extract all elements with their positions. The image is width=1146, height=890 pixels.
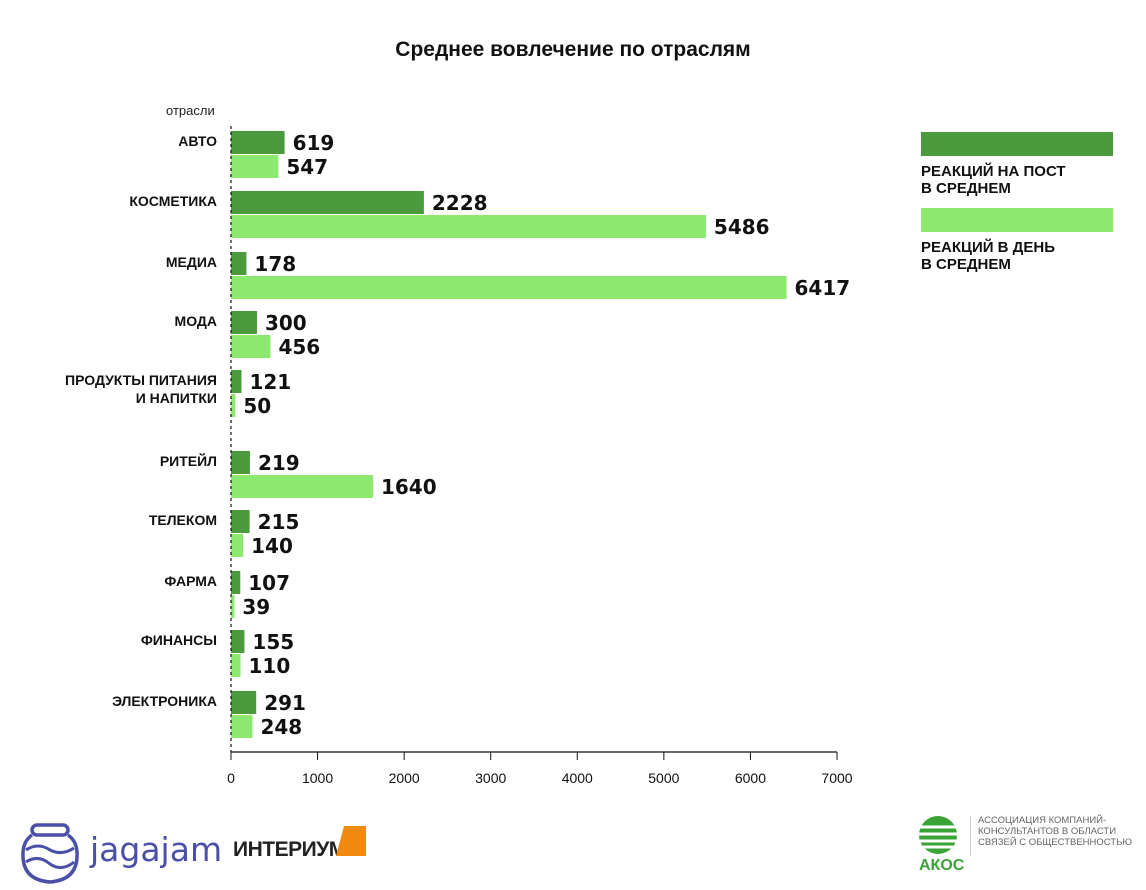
- data-label: 215: [258, 510, 300, 534]
- bar-day: [231, 155, 279, 178]
- data-label: 50: [243, 394, 271, 418]
- bar-day: [231, 276, 787, 299]
- x-tick-label: 1000: [302, 770, 333, 786]
- bar-post: [231, 571, 241, 594]
- data-label: 140: [251, 534, 293, 558]
- legend-label-day: РЕАКЦИЙ В ДЕНЬ В СРЕДНЕМ: [921, 239, 1055, 273]
- x-tick-label: 4000: [562, 770, 593, 786]
- x-tick-label: 3000: [475, 770, 506, 786]
- bar-day: [231, 394, 236, 417]
- category-label: РИТЕЙЛ: [160, 452, 217, 469]
- data-label: 5486: [714, 215, 770, 239]
- legend-swatch-post: [921, 132, 1113, 156]
- category-label: АВТО: [178, 133, 217, 149]
- bar-post: [231, 510, 250, 533]
- data-label: 178: [254, 252, 296, 276]
- data-label: 107: [248, 571, 290, 595]
- bar-day: [231, 715, 253, 738]
- category-label: ФИНАНСЫ: [141, 632, 217, 648]
- bar-day: [231, 595, 235, 618]
- data-label: 248: [260, 715, 302, 739]
- data-label: 291: [264, 691, 306, 715]
- bar-post: [231, 131, 285, 154]
- bar-day: [231, 475, 373, 498]
- bar-post: [231, 691, 257, 714]
- category-label: МОДА: [175, 313, 217, 329]
- x-tick-label: 2000: [389, 770, 420, 786]
- category-label: ТЕЛЕКОМ: [149, 512, 217, 528]
- data-label: 6417: [795, 276, 851, 300]
- akos-description: АССОЦИАЦИЯ КОМПАНИЙ-КОНСУЛЬТАНТОВ В ОБЛА…: [978, 815, 1132, 848]
- data-label: 39: [242, 595, 270, 619]
- data-label: 456: [278, 335, 320, 359]
- data-label: 619: [293, 131, 335, 155]
- legend-label-post: РЕАКЦИЙ НА ПОСТ В СРЕДНЕМ: [921, 163, 1066, 197]
- bar-post: [231, 252, 247, 275]
- data-label: 2228: [432, 191, 488, 215]
- x-tick-label: 7000: [821, 770, 852, 786]
- interium-logo: ИНТЕРИУМ: [233, 838, 346, 861]
- bar-post: [231, 311, 257, 334]
- data-label: 155: [252, 630, 294, 654]
- x-tick-label: 5000: [648, 770, 679, 786]
- bar-day: [231, 215, 706, 238]
- bar-post: [231, 191, 424, 214]
- category-label: И НАПИТКИ: [136, 390, 217, 406]
- bar-day: [231, 654, 241, 677]
- legend-swatch-day: [921, 208, 1113, 232]
- jagajam-jar-icon: [21, 823, 79, 884]
- akos-globe-icon: [919, 816, 957, 854]
- akos-logo: АКОС: [919, 857, 965, 874]
- bar-post: [231, 370, 242, 393]
- category-label: МЕДИА: [166, 254, 217, 270]
- data-label: 110: [249, 654, 291, 678]
- bar-day: [231, 335, 271, 358]
- data-label: 547: [286, 155, 328, 179]
- data-label: 121: [249, 370, 291, 394]
- x-tick-label: 6000: [735, 770, 766, 786]
- category-label: ФАРМА: [164, 573, 217, 589]
- data-label: 1640: [381, 475, 437, 499]
- category-label: КОСМЕТИКА: [129, 193, 217, 209]
- chart-title: Среднее вовлечение по отраслям: [395, 38, 751, 61]
- bar-post: [231, 630, 245, 653]
- x-tick-label: 0: [227, 770, 235, 786]
- jagajam-logo: jagajam: [90, 830, 223, 869]
- category-label: ПРОДУКТЫ ПИТАНИЯ: [65, 372, 217, 388]
- data-label: 219: [258, 451, 300, 475]
- category-label: ЭЛЕКТРОНИКА: [112, 693, 217, 709]
- data-label: 300: [265, 311, 307, 335]
- bar-day: [231, 534, 244, 557]
- y-axis-label: отрасли: [166, 103, 215, 118]
- interium-arrow-icon: [336, 826, 366, 856]
- bar-post: [231, 451, 250, 474]
